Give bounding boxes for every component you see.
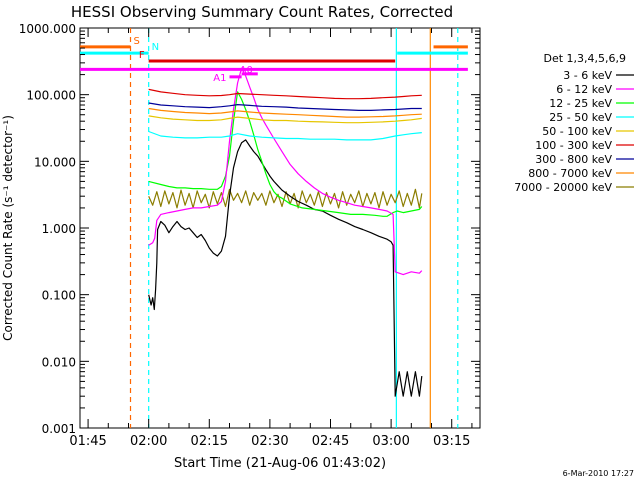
plot-frame [79, 27, 481, 429]
y-tick-label: 1.000 [42, 222, 76, 236]
legend-label: 3 - 6 keV [563, 69, 612, 82]
legend-label: 12 - 25 keV [549, 97, 612, 110]
series-line-2 [148, 91, 423, 217]
legend-label: 6 - 12 keV [556, 83, 612, 96]
x-tick-label: 02:30 [251, 434, 288, 449]
data-layer [80, 28, 468, 428]
series-line-4 [148, 115, 422, 124]
y-tick-label: 0.001 [42, 422, 76, 436]
series-line-3 [148, 130, 422, 141]
legend-label: 25 - 50 keV [549, 111, 612, 124]
y-tick-label: 10.000 [34, 155, 76, 169]
x-tick-label: 01:45 [69, 434, 106, 449]
flag-label-a0: A0 [240, 65, 253, 76]
x-axis-label: Start Time (21-Aug-06 01:43:02) [174, 456, 386, 471]
x-tick-label: 03:00 [372, 434, 409, 449]
y-tick-label: 1000.000 [19, 22, 76, 36]
timestamp: 6-Mar-2010 17:27 [563, 469, 634, 478]
x-tick-label: 02:45 [312, 434, 349, 449]
legend-title: Det 1,3,4,5,6,9 [543, 52, 626, 65]
y-tick-label: 100.000 [26, 89, 76, 103]
legend-label: 800 - 7000 keV [528, 167, 612, 180]
x-tick-label: 03:15 [433, 434, 470, 449]
series-line-0 [148, 139, 423, 397]
flag-label-n: N [152, 42, 159, 53]
series-line-6 [148, 102, 422, 112]
y-tick-label: 0.100 [42, 289, 76, 303]
legend-label: 7000 - 20000 keV [514, 181, 612, 194]
y-axis: 0.001 0.010 0.100 1.000 10.000 100.000 1000.00… [19, 22, 480, 436]
legend-label: 50 - 100 keV [542, 125, 612, 138]
chart-title: HESSI Observing Summary Count Rates, Cor… [71, 3, 453, 21]
legend-label: 100 - 300 keV [535, 139, 612, 152]
series-line-1 [148, 67, 423, 276]
series-line-7 [148, 107, 422, 118]
x-axis: 01:45 02:00 02:15 02:30 02:45 03:00 03:15 [69, 28, 473, 449]
x-tick-label: 02:00 [130, 434, 167, 449]
flag-label-s: S [134, 36, 140, 47]
series-line-8 [148, 188, 423, 209]
flag-label-a1: A1 [213, 73, 226, 84]
y-tick-label: 0.010 [42, 355, 76, 369]
flag-label-f: F [139, 50, 145, 61]
legend-label: 300 - 800 keV [535, 153, 612, 166]
x-tick-label: 02:15 [191, 434, 228, 449]
y-axis-label: Corrected Count Rate (s⁻¹ detector⁻¹) [1, 115, 15, 341]
plot-area: S NF A0 A1 [79, 27, 481, 429]
series-line-5 [148, 88, 422, 100]
